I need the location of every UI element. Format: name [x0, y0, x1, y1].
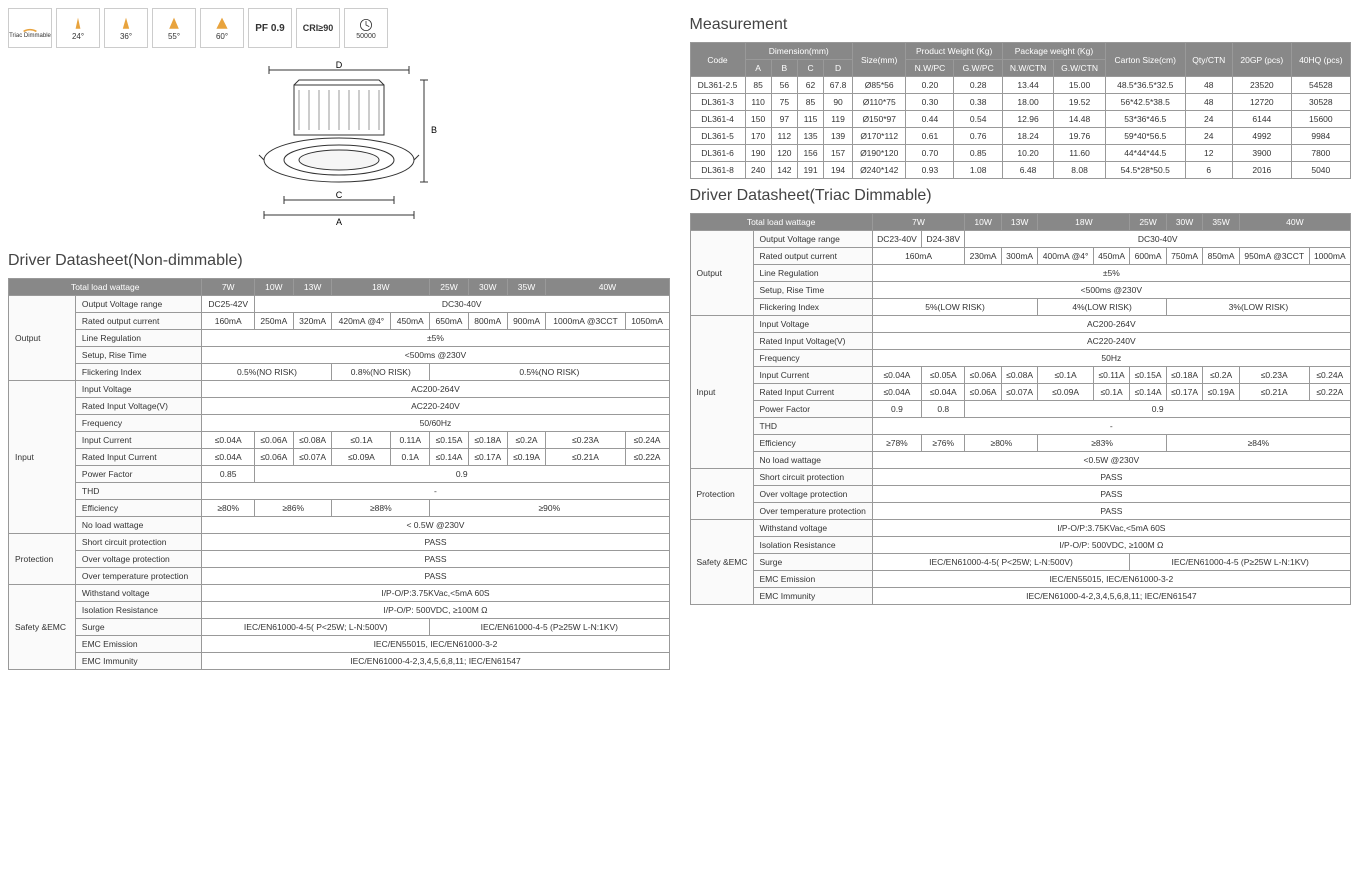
beam-36-icon: 36° [104, 8, 148, 48]
table-row: DL361-415097115119Ø150*970.440.5412.9614… [690, 111, 1351, 128]
table-row: DL361-2.585566267.8Ø85*560.200.2813.4415… [690, 77, 1351, 94]
table-row: DL361-6190120156157Ø190*1200.700.8510.20… [690, 145, 1351, 162]
cri-icon: CRI≥90 [296, 8, 340, 48]
beam-55-icon: 55° [152, 8, 196, 48]
product-diagram: D B C A [8, 60, 670, 240]
table-row: DL361-8240142191194Ø240*1420.931.086.488… [690, 162, 1351, 179]
hours-icon: 50000 [344, 8, 388, 48]
meas-title: Measurement [690, 16, 1352, 34]
table-row: DL361-5170112135139Ø170*1120.610.7618.24… [690, 128, 1351, 145]
beam-60-icon: 60° [200, 8, 244, 48]
beam-24-icon: 24° [56, 8, 100, 48]
nd-table: Total load wattage7W10W13W18W25W30W35W40… [8, 278, 670, 670]
svg-text:B: B [431, 125, 437, 135]
svg-text:D: D [336, 60, 343, 70]
triac-dimmable-icon: Triac Dimmable [8, 8, 52, 48]
spec-icons: Triac Dimmable 24° 36° 55° 60° PF 0.9 CR… [8, 8, 670, 48]
svg-text:A: A [336, 217, 342, 227]
td-table: Total load wattage7W10W13W18W25W30W35W40… [690, 213, 1352, 605]
table-row: DL361-3110758590Ø110*750.300.3818.0019.5… [690, 94, 1351, 111]
svg-text:C: C [336, 190, 343, 200]
td-title: Driver Datasheet(Triac Dimmable) [690, 187, 1352, 205]
pf-icon: PF 0.9 [248, 8, 292, 48]
meas-table: CodeDimension(mm)Size(mm)Product Weight … [690, 42, 1352, 179]
nd-title: Driver Datasheet(Non-dimmable) [8, 252, 670, 270]
